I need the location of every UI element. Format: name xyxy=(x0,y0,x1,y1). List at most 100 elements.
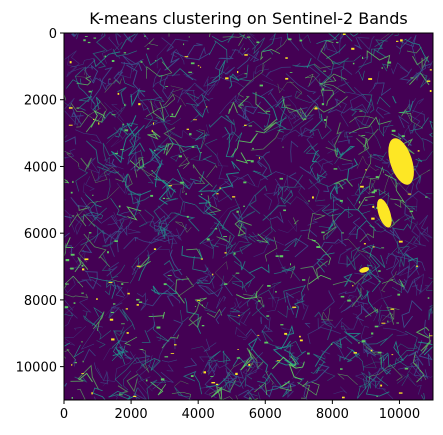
cluster-edge xyxy=(291,362,305,379)
cluster-edge xyxy=(214,261,237,286)
cluster-edge xyxy=(250,128,281,151)
cluster-speckle xyxy=(285,77,289,80)
cluster-speckle xyxy=(74,362,77,364)
cluster-edge xyxy=(115,345,126,365)
cluster-edge xyxy=(90,64,99,83)
cluster-edge xyxy=(64,382,68,388)
cluster-edge xyxy=(64,342,71,347)
cluster-edge xyxy=(374,165,398,184)
cluster-speckle xyxy=(82,268,85,271)
cluster-edge xyxy=(69,66,94,73)
cluster-speckle xyxy=(160,378,165,381)
cluster-edge xyxy=(360,153,372,185)
cluster-speckle xyxy=(232,196,236,198)
cluster-edge xyxy=(257,111,271,128)
cluster-edge xyxy=(319,82,346,94)
cluster-edge xyxy=(363,145,387,162)
cluster-edge xyxy=(432,208,433,210)
cluster-edge xyxy=(122,76,135,88)
cluster-edge xyxy=(132,59,148,72)
cluster-edge xyxy=(412,351,425,383)
cluster-speckle xyxy=(140,61,143,63)
cluster-edge xyxy=(154,162,163,188)
cluster-edge xyxy=(320,160,333,174)
cluster-edge xyxy=(84,59,107,85)
cluster-edge xyxy=(227,308,251,326)
cluster-edge xyxy=(367,244,381,275)
cluster-speckle xyxy=(361,340,366,343)
cluster-edge xyxy=(156,43,169,69)
cluster-edge xyxy=(265,66,291,78)
cluster-edge xyxy=(391,62,410,75)
cluster-edge xyxy=(162,269,184,283)
cluster-edge xyxy=(74,327,82,331)
cluster-edge xyxy=(364,307,378,318)
cluster-speckle xyxy=(211,382,216,384)
cluster-edge xyxy=(305,143,319,157)
cluster-edge xyxy=(229,73,240,89)
cluster-edge xyxy=(367,154,391,168)
cluster-edge xyxy=(307,327,341,344)
cluster-speckle xyxy=(363,243,366,245)
cluster-edge xyxy=(198,46,206,61)
cluster-speckle xyxy=(290,263,291,266)
cluster-edge xyxy=(417,359,429,379)
cluster-speckle xyxy=(333,168,338,170)
cluster-edge xyxy=(231,132,258,157)
cluster-edge xyxy=(160,118,182,139)
cluster-edge xyxy=(94,168,108,182)
cluster-edge xyxy=(181,245,203,259)
cluster-edge xyxy=(83,311,97,327)
cluster-edge xyxy=(261,373,268,382)
cluster-edge xyxy=(146,221,167,232)
cluster-edge xyxy=(93,51,121,68)
x-tick-label: 10000 xyxy=(379,407,420,422)
cluster-speckle xyxy=(258,300,261,302)
cluster-edge xyxy=(80,211,104,219)
cluster-speckle xyxy=(70,267,74,270)
cluster-edge xyxy=(217,152,229,167)
cluster-edge xyxy=(335,203,354,219)
cluster-edge xyxy=(378,33,391,40)
cluster-edge xyxy=(301,95,321,120)
cluster-edge xyxy=(382,327,408,337)
cluster-speckle xyxy=(125,308,128,310)
cluster-edge xyxy=(77,388,86,400)
cluster-edge xyxy=(64,136,77,145)
cluster-speckle xyxy=(292,306,297,308)
cluster-edge xyxy=(255,154,272,174)
cluster-speckle xyxy=(404,367,409,370)
cluster-edge xyxy=(145,94,176,117)
cluster-edge xyxy=(232,274,243,290)
cluster-texture xyxy=(64,33,433,400)
cluster-speckle xyxy=(396,40,399,42)
cluster-edge xyxy=(237,96,250,109)
cluster-speckle xyxy=(186,215,189,218)
cluster-edge xyxy=(168,201,195,224)
cluster-edge xyxy=(386,255,426,271)
cluster-edge xyxy=(355,183,370,202)
cluster-edge xyxy=(201,237,232,249)
cluster-edge xyxy=(412,123,425,151)
cluster-edge xyxy=(85,194,102,208)
cluster-edge xyxy=(231,47,250,56)
cluster-edge xyxy=(255,118,277,134)
cluster-edge xyxy=(415,157,423,163)
cluster-edge xyxy=(204,360,218,393)
cluster-edge xyxy=(389,216,400,229)
cluster-edge xyxy=(88,100,108,122)
cluster-edge xyxy=(209,203,240,230)
cluster-edge xyxy=(401,103,424,129)
cluster-speckle xyxy=(368,78,373,80)
cluster-speckle xyxy=(110,311,114,313)
cluster-speckle xyxy=(108,281,113,283)
cluster-edge xyxy=(192,163,213,187)
cluster-edge xyxy=(188,298,202,328)
cluster-edge xyxy=(106,104,128,144)
cluster-edge xyxy=(110,126,139,164)
cluster-speckle xyxy=(194,306,196,307)
cluster-speckle xyxy=(203,371,206,374)
cluster-speckle xyxy=(119,394,123,396)
cluster-edge xyxy=(338,282,365,295)
cluster-edge xyxy=(341,162,353,170)
